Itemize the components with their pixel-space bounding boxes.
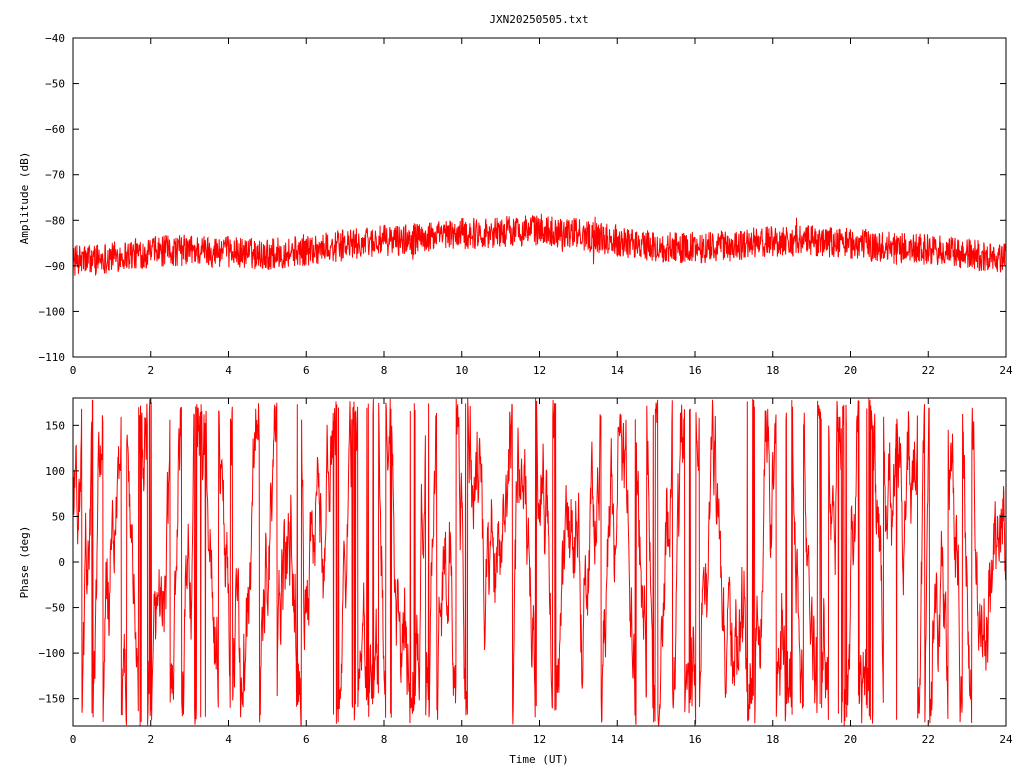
y-tick-label: −50 — [45, 602, 65, 615]
x-tick-label: 10 — [455, 733, 468, 746]
y-tick-label: −110 — [39, 351, 66, 364]
y-tick-label: −50 — [45, 78, 65, 91]
y-tick-label: −150 — [39, 693, 66, 706]
x-tick-label: 16 — [688, 364, 701, 377]
x-tick-label: 2 — [147, 364, 154, 377]
phase-y-axis-label: Phase (deg) — [18, 526, 31, 599]
y-tick-label: 100 — [45, 465, 65, 478]
phase-x-axis-label: Time (UT) — [509, 753, 569, 766]
amplitude-y-axis-label: Amplitude (dB) — [18, 152, 31, 245]
y-tick-label: −90 — [45, 260, 65, 273]
x-tick-label: 22 — [922, 733, 935, 746]
x-tick-label: 22 — [922, 364, 935, 377]
x-tick-label: 8 — [381, 733, 388, 746]
y-tick-label: −40 — [45, 32, 65, 45]
x-tick-label: 8 — [381, 364, 388, 377]
x-tick-label: 18 — [766, 733, 779, 746]
x-tick-label: 24 — [999, 733, 1013, 746]
x-tick-label: 2 — [147, 733, 154, 746]
x-tick-label: 16 — [688, 733, 701, 746]
x-tick-label: 10 — [455, 364, 468, 377]
x-tick-label: 20 — [844, 733, 857, 746]
x-tick-label: 0 — [70, 733, 77, 746]
y-tick-label: 150 — [45, 419, 65, 432]
x-tick-label: 12 — [533, 364, 546, 377]
x-tick-label: 14 — [611, 733, 625, 746]
x-tick-label: 14 — [611, 364, 625, 377]
x-tick-label: 6 — [303, 733, 310, 746]
phase-line — [72, 398, 1007, 727]
x-tick-label: 6 — [303, 364, 310, 377]
y-tick-label: −60 — [45, 123, 65, 136]
chart-title: JXN20250505.txt — [489, 13, 588, 26]
amplitude-ticks: 0 2 4 6 8 10 12 14 16 18 20 22 24−110−100−90−80−70−6… — [39, 32, 1013, 377]
y-tick-label: −100 — [39, 305, 66, 318]
amplitude-trace — [72, 213, 1007, 277]
x-tick-label: 20 — [844, 364, 857, 377]
y-tick-label: 50 — [52, 510, 65, 523]
phase-panel: 0 2 4 6 8 10 12 14 16 18 20 22 24−150−100−5005010015… — [18, 397, 1013, 766]
x-tick-label: 4 — [225, 733, 232, 746]
y-tick-label: 0 — [58, 556, 65, 569]
phase-ticks: 0 2 4 6 8 10 12 14 16 18 20 22 24−150−100−5005010015… — [39, 398, 1013, 746]
amplitude-panel: 0 2 4 6 8 10 12 14 16 18 20 22 24−110−100−90−80−70−6… — [18, 32, 1013, 377]
phase-trace — [72, 398, 1007, 727]
y-tick-label: −80 — [45, 214, 65, 227]
amplitude-line — [72, 213, 1007, 277]
y-tick-label: −70 — [45, 169, 65, 182]
y-tick-label: −100 — [39, 647, 66, 660]
x-tick-label: 18 — [766, 364, 779, 377]
x-tick-label: 4 — [225, 364, 232, 377]
x-tick-label: 0 — [70, 364, 77, 377]
x-tick-label: 12 — [533, 733, 546, 746]
amplitude-plot-frame — [72, 37, 1007, 358]
x-tick-label: 24 — [999, 364, 1013, 377]
